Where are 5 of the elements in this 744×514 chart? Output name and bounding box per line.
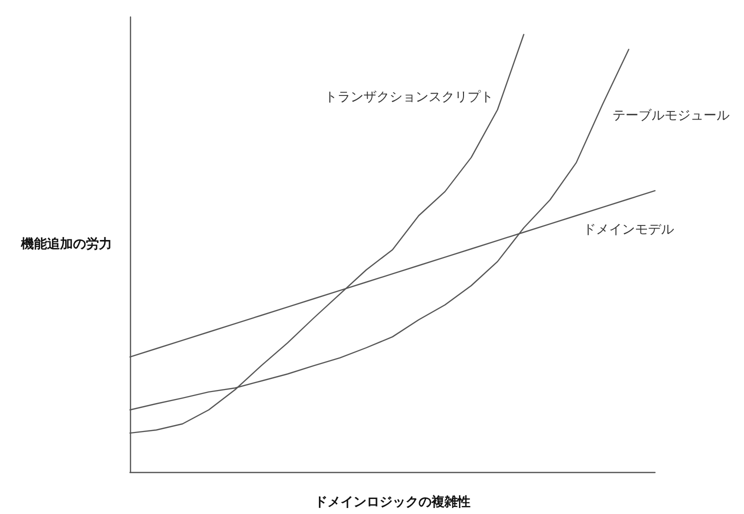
series-label: テーブルモジュール — [612, 108, 730, 124]
series-label: トランザクションスクリプト — [324, 90, 494, 105]
x-axis-title: ドメインロジックの複雑性 — [314, 494, 470, 510]
y-axis-title: 機能追加の労力 — [20, 236, 112, 252]
series-label: ドメインモデル — [583, 222, 674, 238]
